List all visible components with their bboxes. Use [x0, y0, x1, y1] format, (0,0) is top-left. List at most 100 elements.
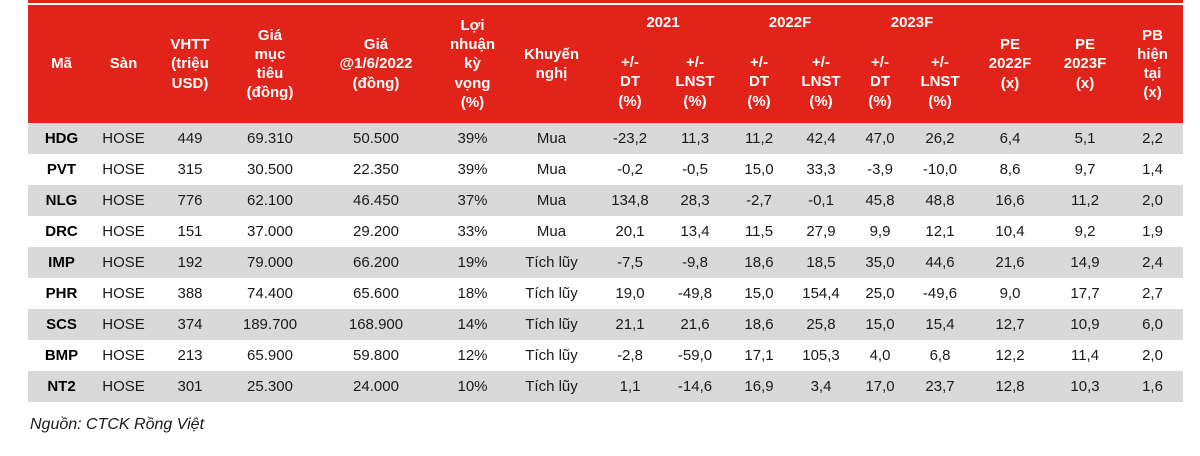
- table-cell: 37.000: [247, 223, 293, 240]
- table-cell: 19,0: [615, 285, 645, 302]
- table-cell: 59.800: [353, 347, 399, 364]
- table-body: HDG HOSE 449 69.310 50.500 39% Mua -23,2 11,3 11,…: [28, 123, 1184, 402]
- table-cell: 189.700: [242, 316, 298, 333]
- table-cell: 26,2: [925, 130, 955, 147]
- table-cell: 776: [177, 192, 203, 209]
- table-cell: 23,7: [925, 378, 955, 395]
- table-cell: 315: [177, 161, 203, 178]
- table-cell: 47,0: [865, 130, 895, 147]
- header-cell: PB hiện tại (x): [1122, 5, 1184, 123]
- table-cell: 21,6: [680, 316, 710, 333]
- table-cell: 192: [177, 254, 203, 271]
- table-cell: HOSE: [102, 378, 145, 395]
- table-cell: HOSE: [102, 192, 145, 209]
- ticker-cell: PHR: [45, 285, 78, 302]
- table-cell: 65.900: [247, 347, 293, 364]
- table-row: PHR HOSE 388 74.400 65.600 18% Tích lũy 19,0 -49…: [28, 278, 1183, 309]
- table-cell: 74.400: [247, 285, 293, 302]
- table-cell: -2,8: [617, 347, 643, 364]
- header-cell: Lợi nhuận kỳ vọng (%): [440, 5, 505, 123]
- table-cell: 6,8: [929, 347, 951, 364]
- table-cell: 12,2: [995, 347, 1025, 364]
- subheader-cell: +/- DT (%): [728, 41, 790, 123]
- table-cell: 10,3: [1070, 378, 1100, 395]
- table-cell: HOSE: [102, 285, 145, 302]
- ticker-cell: DRC: [45, 223, 78, 240]
- table-cell: 105,3: [802, 347, 840, 364]
- table-cell: 12,8: [995, 378, 1025, 395]
- table-cell: HOSE: [102, 316, 145, 333]
- table-cell: 69.310: [247, 130, 293, 147]
- table-cell: 12,7: [995, 316, 1025, 333]
- subheader-cell: +/- LNST (%): [790, 41, 853, 123]
- table-cell: 449: [177, 130, 203, 147]
- table-cell: 8,6: [999, 161, 1021, 178]
- source-note: Nguồn: CTCK Rồng Việt: [30, 416, 205, 433]
- table-cell: 17,1: [744, 347, 774, 364]
- table-top-border: [28, 0, 1183, 3]
- subheader-cell: +/- LNST (%): [662, 41, 728, 123]
- table-cell: 17,7: [1070, 285, 1100, 302]
- table-cell: -49,8: [677, 285, 713, 302]
- table-cell: 4,0: [869, 347, 891, 364]
- ticker-cell: NLG: [45, 192, 78, 209]
- table-cell: 9,7: [1074, 161, 1096, 178]
- table-cell: 154,4: [802, 285, 840, 302]
- stock-recommendation-table: Mã Sàn VHTT (triệu USD) Giá mục tiêu (đồng)…: [28, 5, 1184, 402]
- table-row: HDG HOSE 449 69.310 50.500 39% Mua -23,2 11,3 11,…: [28, 123, 1184, 154]
- header-cell: Mã: [28, 5, 95, 123]
- table-cell: Mua: [536, 161, 567, 178]
- table-cell: -0,2: [617, 161, 643, 178]
- table-cell: 6,0: [1142, 316, 1163, 333]
- table-cell: -10,0: [922, 161, 958, 178]
- table-cell: -7,5: [617, 254, 643, 271]
- table-cell: 168.900: [348, 316, 404, 333]
- table-cell: 2,2: [1142, 130, 1163, 147]
- table-cell: HOSE: [102, 347, 145, 364]
- table-cell: 2,4: [1142, 254, 1163, 271]
- table-row: NT2 HOSE 301 25.300 24.000 10% Tích lũy 1,1 -14,…: [28, 371, 1184, 402]
- table-cell: Mua: [536, 130, 567, 147]
- table-cell: 134,8: [611, 192, 649, 209]
- table-cell: Tích lũy: [525, 316, 578, 333]
- year-group-header: 2021: [598, 5, 728, 41]
- table-cell: 11,2: [1070, 192, 1100, 209]
- ticker-cell: SCS: [46, 316, 77, 333]
- table-cell: 66.200: [353, 254, 399, 271]
- table-cell: 10,9: [1070, 316, 1100, 333]
- table-cell: 374: [177, 316, 203, 333]
- header-cell: Khuyến nghị: [505, 5, 598, 123]
- table-cell: 39%: [457, 130, 488, 147]
- table-cell: 20,1: [615, 223, 645, 240]
- table-cell: 2,0: [1142, 347, 1163, 364]
- table-cell: 27,9: [806, 223, 836, 240]
- table-cell: 5,1: [1074, 130, 1096, 147]
- table-cell: 21,1: [615, 316, 645, 333]
- table-cell: 25,0: [865, 285, 895, 302]
- table-cell: 6,4: [999, 130, 1021, 147]
- table-cell: 14%: [457, 316, 488, 333]
- table-cell: 213: [177, 347, 203, 364]
- table-cell: 301: [177, 378, 203, 395]
- table-cell: 1,9: [1142, 223, 1163, 240]
- table-row: DRC HOSE 151 37.000 29.200 33% Mua 20,1 13,4 11,5…: [28, 216, 1183, 247]
- table-cell: 11,2: [744, 130, 774, 147]
- ticker-cell: NT2: [47, 378, 76, 395]
- table-cell: -59,0: [677, 347, 713, 364]
- header-cell: PE 2023F (x): [1048, 5, 1123, 123]
- table-cell: 17,0: [865, 378, 895, 395]
- ticker-cell: HDG: [44, 130, 79, 147]
- ticker-cell: IMP: [48, 254, 75, 271]
- table-cell: -23,2: [612, 130, 648, 147]
- table-cell: 15,4: [925, 316, 955, 333]
- table-row: SCS HOSE 374 189.700 168.900 14% Tích lũy 21,1 2…: [28, 309, 1184, 340]
- table-row: NLG HOSE 776 62.100 46.450 37% Mua 134,8 28,3 -2,…: [28, 185, 1184, 216]
- table-cell: 28,3: [680, 192, 710, 209]
- table-cell: -49,6: [922, 285, 958, 302]
- table-cell: 1,6: [1142, 378, 1163, 395]
- table-cell: Tích lũy: [525, 378, 578, 395]
- subheader-cell: +/- DT (%): [852, 41, 909, 123]
- table-cell: 151: [177, 223, 203, 240]
- table-cell: 9,9: [869, 223, 891, 240]
- table-cell: 15,0: [744, 285, 774, 302]
